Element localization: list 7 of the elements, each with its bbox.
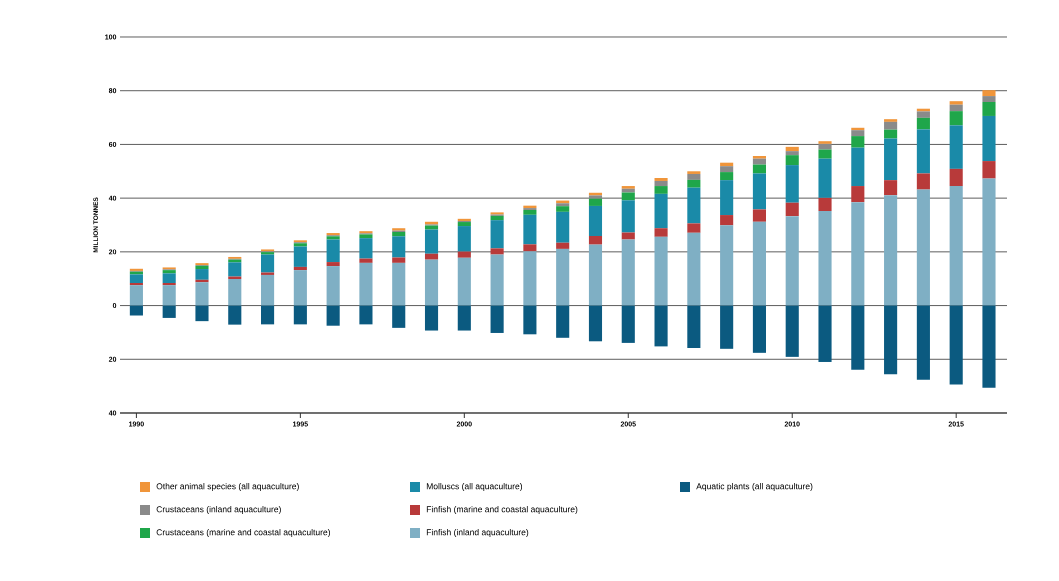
legend-label: Crustaceans (inland aquaculture)	[156, 506, 281, 514]
legend-label: Other animal species (all aquaculture)	[156, 483, 299, 491]
legend-label: Crustaceans (marine and coastal aquaculture)	[156, 529, 330, 537]
legend-label: Aquatic plants (all aquaculture)	[696, 483, 813, 491]
legend-label: Finfish (marine and coastal aquaculture)	[426, 506, 578, 514]
legend-label: Molluscs (all aquaculture)	[426, 483, 523, 491]
legend-label: Finfish (inland aquaculture)	[426, 529, 529, 537]
